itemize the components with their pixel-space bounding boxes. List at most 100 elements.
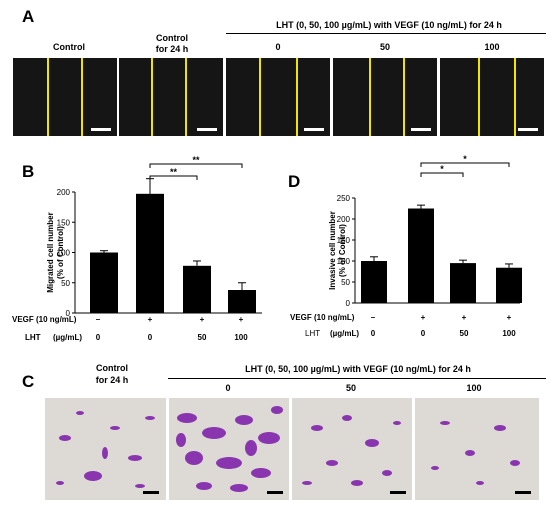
invasion-bar <box>361 261 387 303</box>
panel-c-label-100: 100 <box>466 383 482 393</box>
scale-bar <box>197 128 217 131</box>
panel-b-lht-unit: (µg/mL) <box>53 333 83 342</box>
invasion-image-lht-100 <box>415 398 539 500</box>
panel-b-vegf-label: VEGF (10 ng/mL) <box>12 315 77 324</box>
migration-y-tick-label: 50 <box>61 279 70 288</box>
migration-bar <box>183 265 211 313</box>
invasion-y-tick-label: 150 <box>337 236 351 245</box>
scale-bar <box>143 491 159 494</box>
panel-a-group-underline <box>226 33 546 34</box>
migration-y-tick-label: 100 <box>57 249 71 258</box>
panel-d-lht-value: 0 <box>420 329 426 338</box>
invasion-significance-bracket <box>420 172 464 177</box>
panel-b-vegf-value: + <box>147 315 153 324</box>
panel-a-label-control-24h: Control for 24 h <box>155 33 189 54</box>
panel-a-label-control: Control <box>53 42 85 52</box>
panel-d-lht-value: 0 <box>370 329 376 338</box>
panel-b-lht-value: 50 <box>197 333 207 342</box>
wound-edge-line <box>151 58 153 136</box>
panel-d-lht-unit: (µg/mL) <box>330 329 360 338</box>
migration-y-axis-label: Migrated cell number <box>46 212 55 292</box>
invasion-significance-mark: * <box>440 164 444 174</box>
migration-y-axis-label: (% of Control) <box>56 226 65 279</box>
invasion-significance-bracket <box>420 162 510 167</box>
invasion-y-tick-label: 50 <box>341 278 350 287</box>
wound-edge-line <box>81 58 83 136</box>
panel-b-lht-value: 0 <box>95 333 101 342</box>
invasion-image-lht-0 <box>169 398 289 500</box>
panel-a-label-100: 100 <box>484 42 500 52</box>
wound-edge-line <box>514 58 516 136</box>
invasion-y-axis-label: (% of Control) <box>338 224 347 277</box>
migration-y-tick-label: 0 <box>66 309 71 318</box>
wound-edge-line <box>369 58 371 136</box>
wound-image-control-24h <box>119 58 223 136</box>
panel-d-vegf-value: + <box>420 313 426 322</box>
wound-edge-line <box>185 58 187 136</box>
panel-c-label-50: 50 <box>345 383 356 393</box>
panel-b-lht-label: LHT <box>25 333 41 342</box>
panel-a-letter: A <box>22 7 35 26</box>
scale-bar <box>515 491 531 494</box>
wound-image-control <box>13 58 117 136</box>
panel-d-lht-value: 100 <box>502 329 516 338</box>
scale-bar <box>411 128 431 131</box>
panel-c-letter: C <box>22 372 35 391</box>
wound-edge-line <box>478 58 480 136</box>
panel-b-vegf-value: + <box>238 315 244 324</box>
panel-b-letter: B <box>22 162 35 181</box>
panel-a-label-0: 0 <box>275 42 281 52</box>
migration-bar <box>136 193 164 313</box>
wound-edge-line <box>47 58 49 136</box>
migration-significance-mark: ** <box>192 155 200 165</box>
panel-c-label-0: 0 <box>225 383 231 393</box>
invasion-y-tick-label: 100 <box>337 257 351 266</box>
migration-significance-bracket <box>149 163 243 168</box>
wound-edge-line <box>403 58 405 136</box>
panel-d-letter: D <box>288 172 301 191</box>
panel-b-vegf-value: – <box>95 315 101 324</box>
migration-bar <box>228 290 256 313</box>
invasion-bar <box>408 208 434 303</box>
stained-cells <box>431 421 520 485</box>
panel-d-lht-value: 50 <box>459 329 469 338</box>
panel-a-group-title: LHT (0, 50, 100 µg/mL) with VEGF (10 ng/… <box>276 20 502 30</box>
panel-c-label-control-24h: Control for 24 h <box>95 363 129 385</box>
panel-a-label-50: 50 <box>379 42 390 52</box>
wound-image-lht-50 <box>333 58 437 136</box>
panel-b-lht-value: 100 <box>234 333 248 342</box>
panel-d-vegf-value: + <box>506 313 512 322</box>
scale-bar <box>390 491 406 494</box>
panel-b-lht-value: 0 <box>147 333 153 342</box>
panel-b-vegf-value: + <box>199 315 205 324</box>
migration-significance-bracket <box>149 175 198 180</box>
migration-y-tick-label: 150 <box>57 218 71 227</box>
scale-bar <box>267 491 283 494</box>
wound-edge-line <box>259 58 261 136</box>
invasion-bar <box>450 263 476 303</box>
migration-chart: 0 50 100 150 200 Migrated cell number (% of Co… <box>46 155 262 318</box>
invasion-y-axis-label: Invasive cell number <box>328 211 337 290</box>
wound-image-lht-0 <box>226 58 330 136</box>
panel-c-group-title: LHT (0, 50, 100 µg/mL) with VEGF (10 ng/… <box>245 364 471 374</box>
panel-c-group-underline <box>168 378 546 379</box>
invasion-image-control-24h <box>45 398 166 500</box>
scale-bar <box>304 128 324 131</box>
panel-d-vegf-label: VEGF (10 ng/mL) <box>290 313 355 322</box>
panel-d-vegf-value: + <box>461 313 467 322</box>
migration-significance-mark: ** <box>170 167 178 177</box>
panel-d-vegf-value: – <box>370 313 376 322</box>
stained-cells <box>56 411 155 488</box>
wound-image-lht-100 <box>440 58 544 136</box>
scale-bar <box>91 128 111 131</box>
stained-cells <box>176 406 283 492</box>
migration-bar <box>90 252 118 313</box>
migration-y-tick-label: 200 <box>57 188 71 197</box>
stained-cells <box>302 415 401 486</box>
invasion-significance-mark: * <box>463 154 467 164</box>
panel-d-lht-label: LHT <box>305 329 321 338</box>
invasion-image-lht-50 <box>292 398 412 500</box>
wound-edge-line <box>296 58 298 136</box>
invasion-y-tick-label: 0 <box>346 299 351 308</box>
